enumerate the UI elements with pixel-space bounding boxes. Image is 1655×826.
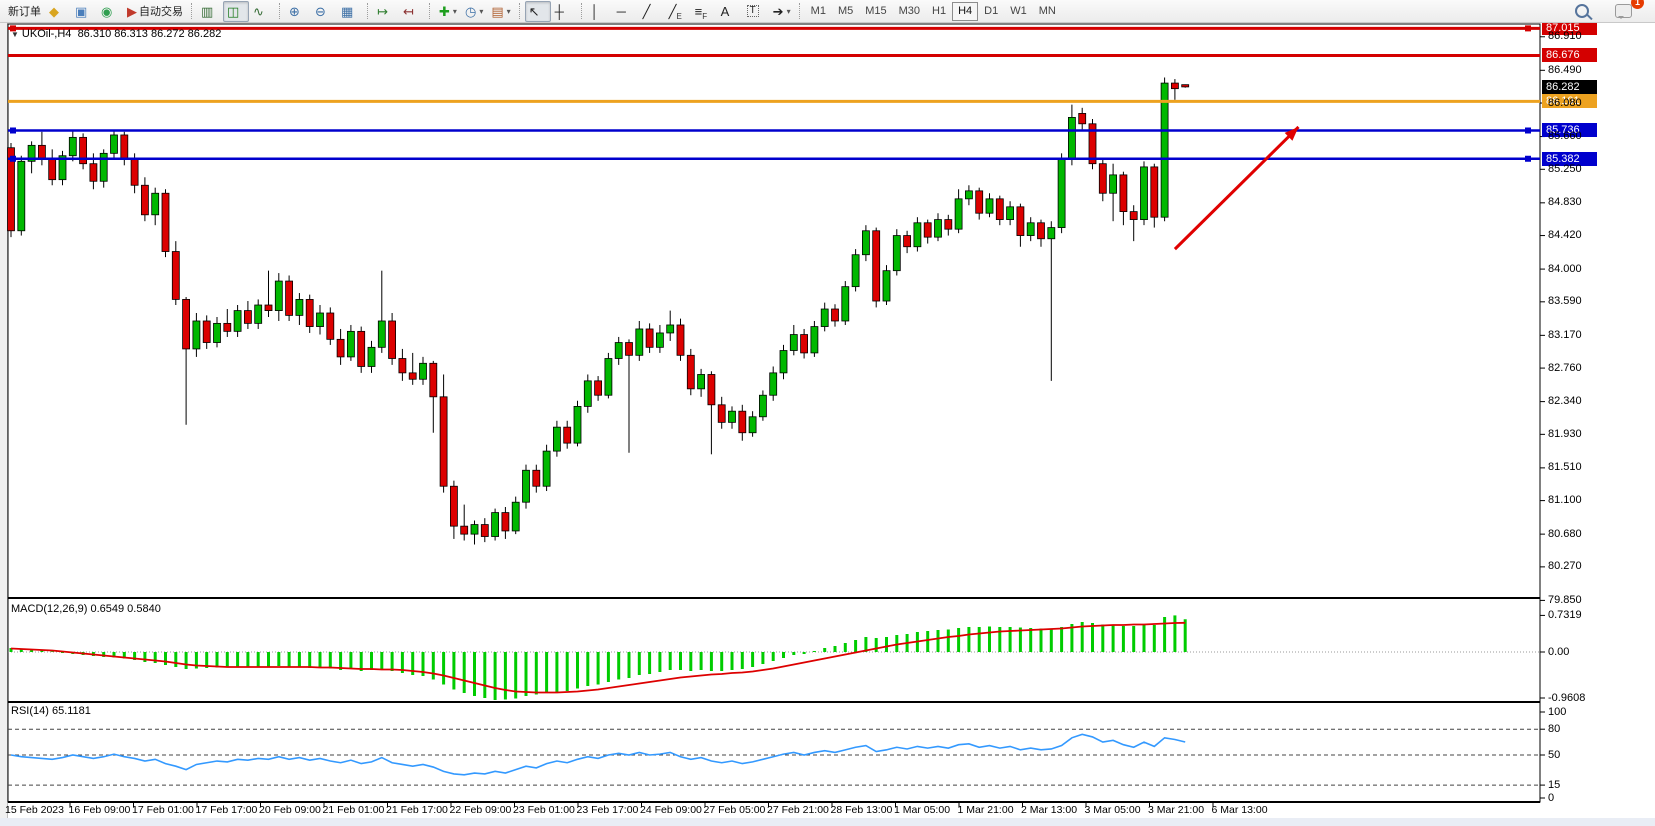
toolbar-separator bbox=[191, 3, 193, 19]
autotrading-icon: ▶ bbox=[127, 3, 137, 19]
zoom-out-button[interactable]: ⊖ bbox=[311, 1, 337, 22]
template-icon: ▤ bbox=[491, 3, 504, 19]
accounts-icon-icon: ▣ bbox=[75, 3, 88, 19]
bar-chart-icon: ▥ bbox=[201, 3, 214, 19]
period-icon: ◷ bbox=[465, 3, 477, 19]
auto-scroll-icon: ↦ bbox=[377, 3, 388, 19]
toolbar-separator bbox=[580, 3, 583, 19]
template-button[interactable]: ▤ ▾ bbox=[487, 1, 514, 22]
icon-sub-label: F bbox=[702, 11, 708, 21]
notification-badge: 1 bbox=[1631, 0, 1644, 9]
horizontal-line-icon: ─ bbox=[616, 3, 626, 19]
timeframe-mn-button[interactable]: MN bbox=[1038, 4, 1056, 17]
timeframe-m30-button[interactable]: M30 bbox=[898, 4, 921, 17]
accounts-icon[interactable]: ▣ bbox=[71, 1, 97, 22]
line-chart-button[interactable]: ∿ bbox=[249, 1, 275, 22]
auto-scroll-button[interactable]: ↦ bbox=[373, 1, 399, 22]
level-line-85.382[interactable] bbox=[8, 155, 1540, 162]
chevron-down-icon[interactable]: ▾ bbox=[452, 6, 457, 16]
equidistant-channel-button[interactable]: ╱ E bbox=[665, 1, 691, 22]
macd-panel bbox=[8, 614, 1545, 700]
search-icon bbox=[1575, 4, 1589, 18]
trend-arrow-annotation[interactable] bbox=[1173, 125, 1300, 251]
tile-windows-button[interactable]: ▦ bbox=[337, 1, 363, 22]
level-line-85.736[interactable] bbox=[8, 127, 1540, 134]
chevron-down-icon[interactable]: ▾ bbox=[506, 6, 511, 16]
bar-chart-button[interactable]: ▥ bbox=[197, 1, 223, 22]
text-label-icon: T bbox=[746, 5, 759, 17]
text-icon: A bbox=[720, 3, 730, 19]
candlestick-chart-icon: ◫ bbox=[227, 3, 240, 19]
new-chart-icon: ✚ bbox=[439, 3, 450, 19]
toolbar-right-group: 1 bbox=[1571, 0, 1651, 22]
chat-button[interactable]: 1 bbox=[1611, 0, 1644, 22]
chart-frame bbox=[7, 23, 1545, 803]
new-chart-button[interactable]: ✚ ▾ bbox=[435, 1, 461, 22]
chart-shift-button[interactable]: ↤ bbox=[399, 1, 425, 22]
rsi-panel bbox=[8, 711, 1545, 799]
arrows-button[interactable]: ➔ ▾ bbox=[769, 1, 795, 22]
cursor-button[interactable]: ↖ bbox=[524, 0, 551, 22]
autotrading-button[interactable]: ▶ 自动交易 bbox=[123, 1, 187, 22]
timeframe-h1-button[interactable]: H1 bbox=[932, 4, 947, 17]
horizontal-line-button[interactable]: ─ bbox=[613, 1, 639, 22]
new-order-button-label: 新订单 bbox=[8, 6, 41, 18]
gold-ingot-icon-icon: ◆ bbox=[49, 3, 59, 19]
text-button[interactable]: A bbox=[717, 1, 743, 22]
fibonacci-icon: ≡ bbox=[694, 3, 703, 19]
timeframe-m15-button[interactable]: M15 bbox=[865, 4, 887, 17]
vertical-line-icon: │ bbox=[590, 3, 599, 19]
arrows-icon: ➔ bbox=[772, 3, 784, 19]
timeframe-w1-button[interactable]: W1 bbox=[1010, 4, 1027, 17]
equidistant-channel-icon: ╱ bbox=[668, 3, 677, 19]
toolbar: 新订单 ◆ ▣ ◉ ▶ 自动交易 ▥ ◫ ∿ ⊕ ⊖ ▦ ↦ ↤ ✚ ▾ ◷ ▾ ▤ ▾ ↖ ┼ │ ─ ╱ ╱ E ≡ F A T ➔ ▾ M1… bbox=[0, 0, 1655, 23]
toolbar-separator bbox=[518, 3, 521, 19]
timeframe-m5-button[interactable]: M5 bbox=[837, 4, 854, 17]
tile-windows-icon: ▦ bbox=[341, 3, 354, 19]
text-label-button[interactable]: T bbox=[743, 1, 769, 22]
time-axis bbox=[69, 802, 1214, 807]
trendline-button[interactable]: ╱ bbox=[639, 1, 665, 22]
cursor-icon: ↖ bbox=[528, 3, 540, 19]
toolbar-separator bbox=[429, 3, 431, 19]
vertical-line-button[interactable]: │ bbox=[587, 1, 613, 22]
signals-icon[interactable]: ◉ bbox=[97, 1, 123, 22]
candlestick-layer bbox=[7, 77, 1190, 545]
search-button[interactable] bbox=[1571, 1, 1597, 22]
zoom-in-icon: ⊕ bbox=[289, 3, 300, 19]
gold-ingot-icon[interactable]: ◆ bbox=[45, 1, 71, 22]
trendline-icon: ╱ bbox=[642, 3, 651, 19]
zoom-in-button[interactable]: ⊕ bbox=[285, 1, 311, 22]
autotrading-button-label: 自动交易 bbox=[139, 6, 183, 18]
chevron-down-icon[interactable]: ▾ bbox=[786, 6, 791, 16]
timeframe-d1-button[interactable]: D1 bbox=[984, 4, 999, 17]
icon-sub-label: E bbox=[676, 11, 682, 21]
toolbar-separator bbox=[798, 3, 801, 19]
crosshair-icon: ┼ bbox=[554, 3, 564, 19]
chevron-down-icon[interactable]: ▾ bbox=[479, 6, 484, 16]
level-line-87.015[interactable] bbox=[8, 25, 1540, 32]
period-button[interactable]: ◷ ▾ bbox=[461, 1, 487, 22]
crosshair-button[interactable]: ┼ bbox=[551, 1, 577, 22]
toolbar-separator bbox=[367, 3, 369, 19]
timeframe-m1-button[interactable]: M1 bbox=[810, 4, 826, 17]
zoom-out-icon: ⊖ bbox=[315, 3, 326, 19]
chat-icon bbox=[1615, 4, 1632, 19]
chart-shift-icon: ↤ bbox=[403, 3, 414, 19]
new-order-button[interactable]: 新订单 bbox=[4, 1, 45, 22]
fibonacci-button[interactable]: ≡ F bbox=[691, 1, 717, 22]
timeframe-h4-button[interactable]: H4 bbox=[952, 1, 979, 21]
status-strip bbox=[0, 818, 1655, 826]
candlestick-chart-button[interactable]: ◫ bbox=[223, 0, 249, 22]
toolbar-separator bbox=[279, 3, 281, 19]
line-chart-icon: ∿ bbox=[253, 3, 264, 19]
signals-icon-icon: ◉ bbox=[101, 3, 113, 19]
